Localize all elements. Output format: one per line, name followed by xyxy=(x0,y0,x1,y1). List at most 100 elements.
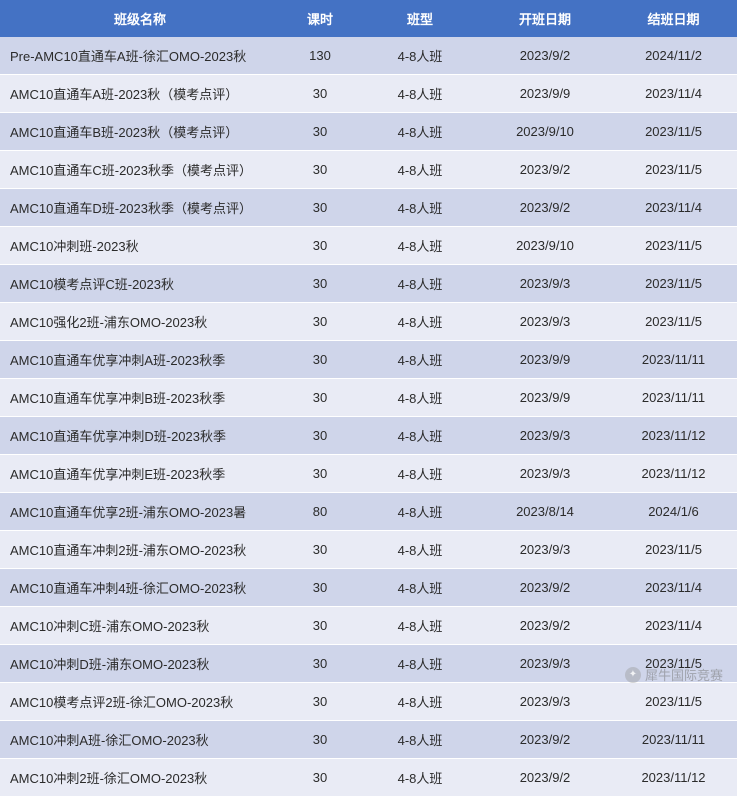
cell-hours: 30 xyxy=(280,113,360,151)
cell-end: 2023/11/5 xyxy=(610,683,737,721)
cell-end: 2023/11/4 xyxy=(610,569,737,607)
col-header-hours: 课时 xyxy=(280,0,360,37)
watermark-icon: ✦ xyxy=(625,667,641,683)
cell-hours: 30 xyxy=(280,569,360,607)
cell-hours: 30 xyxy=(280,721,360,759)
cell-end: 2023/11/5 xyxy=(610,151,737,189)
cell-start: 2023/9/3 xyxy=(480,531,610,569)
cell-end: 2023/11/5 xyxy=(610,303,737,341)
cell-type: 4-8人班 xyxy=(360,227,480,265)
table-row: AMC10直通车B班-2023秋（模考点评）304-8人班2023/9/1020… xyxy=(0,113,737,151)
cell-type: 4-8人班 xyxy=(360,265,480,303)
table-header-row: 班级名称 课时 班型 开班日期 结班日期 xyxy=(0,0,737,37)
cell-hours: 30 xyxy=(280,607,360,645)
cell-type: 4-8人班 xyxy=(360,75,480,113)
cell-name: AMC10直通车冲刺2班-浦东OMO-2023秋 xyxy=(0,531,280,569)
cell-type: 4-8人班 xyxy=(360,151,480,189)
cell-hours: 30 xyxy=(280,531,360,569)
cell-name: AMC10模考点评2班-徐汇OMO-2023秋 xyxy=(0,683,280,721)
cell-end: 2023/11/4 xyxy=(610,75,737,113)
table-row: AMC10直通车优享冲刺D班-2023秋季304-8人班2023/9/32023… xyxy=(0,417,737,455)
table-row: AMC10模考点评2班-徐汇OMO-2023秋304-8人班2023/9/320… xyxy=(0,683,737,721)
table-row: AMC10直通车优享2班-浦东OMO-2023暑804-8人班2023/8/14… xyxy=(0,493,737,531)
cell-name: AMC10直通车A班-2023秋（模考点评） xyxy=(0,75,280,113)
cell-start: 2023/9/2 xyxy=(480,189,610,227)
cell-start: 2023/9/3 xyxy=(480,265,610,303)
cell-start: 2023/9/3 xyxy=(480,645,610,683)
watermark-text: 犀牛国际竞赛 xyxy=(645,665,723,684)
watermark: ✦ 犀牛国际竞赛 xyxy=(625,665,723,684)
table-row: AMC10冲刺C班-浦东OMO-2023秋304-8人班2023/9/22023… xyxy=(0,607,737,645)
cell-end: 2023/11/12 xyxy=(610,759,737,797)
cell-type: 4-8人班 xyxy=(360,569,480,607)
cell-start: 2023/9/2 xyxy=(480,721,610,759)
table-row: AMC10直通车优享冲刺B班-2023秋季304-8人班2023/9/92023… xyxy=(0,379,737,417)
cell-name: AMC10直通车优享2班-浦东OMO-2023暑 xyxy=(0,493,280,531)
table-row: AMC10直通车优享冲刺E班-2023秋季304-8人班2023/9/32023… xyxy=(0,455,737,493)
cell-end: 2023/11/11 xyxy=(610,341,737,379)
cell-start: 2023/9/2 xyxy=(480,569,610,607)
cell-type: 4-8人班 xyxy=(360,759,480,797)
table-row: AMC10冲刺2班-徐汇OMO-2023秋304-8人班2023/9/22023… xyxy=(0,759,737,797)
cell-start: 2023/9/2 xyxy=(480,759,610,797)
cell-start: 2023/9/3 xyxy=(480,417,610,455)
cell-hours: 30 xyxy=(280,227,360,265)
cell-hours: 30 xyxy=(280,645,360,683)
cell-type: 4-8人班 xyxy=(360,493,480,531)
cell-hours: 80 xyxy=(280,493,360,531)
cell-start: 2023/9/3 xyxy=(480,683,610,721)
cell-start: 2023/8/14 xyxy=(480,493,610,531)
cell-name: AMC10冲刺D班-浦东OMO-2023秋 xyxy=(0,645,280,683)
cell-hours: 30 xyxy=(280,341,360,379)
cell-start: 2023/9/9 xyxy=(480,341,610,379)
cell-end: 2024/1/6 xyxy=(610,493,737,531)
cell-type: 4-8人班 xyxy=(360,645,480,683)
table-row: AMC10模考点评C班-2023秋304-8人班2023/9/32023/11/… xyxy=(0,265,737,303)
cell-name: AMC10直通车C班-2023秋季（模考点评） xyxy=(0,151,280,189)
cell-name: AMC10模考点评C班-2023秋 xyxy=(0,265,280,303)
table-row: AMC10直通车冲刺2班-浦东OMO-2023秋304-8人班2023/9/32… xyxy=(0,531,737,569)
cell-type: 4-8人班 xyxy=(360,607,480,645)
col-header-end: 结班日期 xyxy=(610,0,737,37)
cell-name: AMC10直通车B班-2023秋（模考点评） xyxy=(0,113,280,151)
cell-hours: 30 xyxy=(280,379,360,417)
cell-name: AMC10直通车冲刺4班-徐汇OMO-2023秋 xyxy=(0,569,280,607)
cell-hours: 30 xyxy=(280,455,360,493)
cell-end: 2024/11/2 xyxy=(610,37,737,75)
cell-name: AMC10冲刺C班-浦东OMO-2023秋 xyxy=(0,607,280,645)
table-row: Pre-AMC10直通车A班-徐汇OMO-2023秋1304-8人班2023/9… xyxy=(0,37,737,75)
cell-hours: 30 xyxy=(280,417,360,455)
cell-end: 2023/11/5 xyxy=(610,113,737,151)
cell-start: 2023/9/3 xyxy=(480,455,610,493)
cell-name: AMC10冲刺班-2023秋 xyxy=(0,227,280,265)
cell-hours: 30 xyxy=(280,759,360,797)
table-row: AMC10直通车优享冲刺A班-2023秋季304-8人班2023/9/92023… xyxy=(0,341,737,379)
cell-type: 4-8人班 xyxy=(360,341,480,379)
cell-type: 4-8人班 xyxy=(360,303,480,341)
cell-hours: 30 xyxy=(280,75,360,113)
cell-hours: 30 xyxy=(280,303,360,341)
cell-hours: 30 xyxy=(280,683,360,721)
cell-name: AMC10强化2班-浦东OMO-2023秋 xyxy=(0,303,280,341)
cell-hours: 30 xyxy=(280,189,360,227)
cell-name: AMC10直通车优享冲刺D班-2023秋季 xyxy=(0,417,280,455)
cell-end: 2023/11/5 xyxy=(610,265,737,303)
cell-type: 4-8人班 xyxy=(360,189,480,227)
cell-name: AMC10冲刺A班-徐汇OMO-2023秋 xyxy=(0,721,280,759)
cell-type: 4-8人班 xyxy=(360,417,480,455)
cell-name: AMC10直通车优享冲刺B班-2023秋季 xyxy=(0,379,280,417)
cell-start: 2023/9/2 xyxy=(480,607,610,645)
cell-name: AMC10直通车优享冲刺E班-2023秋季 xyxy=(0,455,280,493)
cell-end: 2023/11/12 xyxy=(610,417,737,455)
cell-start: 2023/9/3 xyxy=(480,303,610,341)
cell-end: 2023/11/4 xyxy=(610,189,737,227)
cell-start: 2023/9/2 xyxy=(480,37,610,75)
cell-name: Pre-AMC10直通车A班-徐汇OMO-2023秋 xyxy=(0,37,280,75)
cell-end: 2023/11/11 xyxy=(610,721,737,759)
cell-end: 2023/11/11 xyxy=(610,379,737,417)
table-row: AMC10直通车冲刺4班-徐汇OMO-2023秋304-8人班2023/9/22… xyxy=(0,569,737,607)
cell-type: 4-8人班 xyxy=(360,721,480,759)
cell-name: AMC10冲刺2班-徐汇OMO-2023秋 xyxy=(0,759,280,797)
table-row: AMC10冲刺A班-徐汇OMO-2023秋304-8人班2023/9/22023… xyxy=(0,721,737,759)
cell-hours: 130 xyxy=(280,37,360,75)
